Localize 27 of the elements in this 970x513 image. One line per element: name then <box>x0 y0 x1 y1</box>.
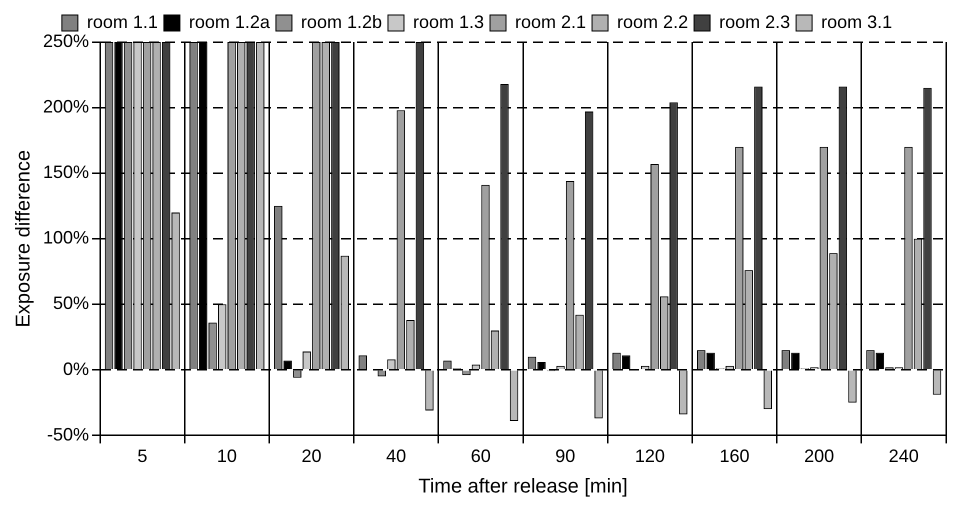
y-tick-label: 50% <box>53 293 90 314</box>
legend-label: room 1.3 <box>412 12 484 32</box>
y-tick-label: 250% <box>42 30 90 51</box>
legend-label: room 2.3 <box>719 12 790 32</box>
y-tick-label: 200% <box>42 96 90 117</box>
legend-label: room 3.1 <box>821 12 892 32</box>
x-tick-label: 40 <box>386 446 406 466</box>
y-tick-label: -50% <box>47 424 90 444</box>
x-tick-label: 120 <box>634 446 665 466</box>
y-tick-label: 150% <box>42 162 90 182</box>
x-tick-label: 90 <box>555 446 576 466</box>
x-tick-label: 60 <box>470 446 491 466</box>
x-tick-label: 5 <box>137 446 148 466</box>
x-tick-label: 200 <box>804 446 834 466</box>
y-tick-label: 100% <box>42 228 90 248</box>
x-tick-label: 160 <box>719 446 750 466</box>
legend-label: room 1.2b <box>300 12 382 32</box>
legend-label: room 1.1 <box>86 12 158 32</box>
x-tick-label: 240 <box>888 446 919 466</box>
x-tick-label: 20 <box>302 446 322 466</box>
legend-label: room 2.1 <box>515 12 586 32</box>
y-tick-label: 0% <box>63 358 90 379</box>
legend-label: room 2.2 <box>617 12 688 32</box>
x-axis-title: Time after release [min] <box>418 476 628 498</box>
legend-label: room 1.2a <box>188 12 271 32</box>
y-axis-title: Exposure difference <box>12 150 35 328</box>
x-tick-label: 10 <box>216 446 237 466</box>
